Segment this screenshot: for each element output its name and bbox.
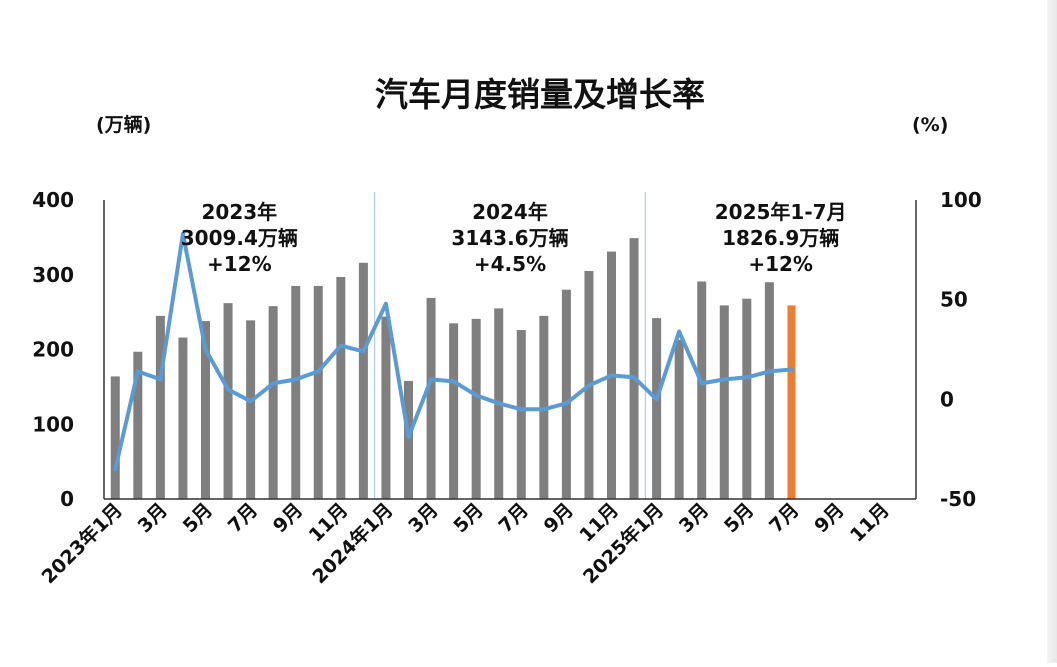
x-tick-4: 7月	[224, 499, 262, 537]
x-tick-10: 7月	[494, 499, 532, 537]
year-summary-2-line-2: 3143.6万辆	[451, 226, 568, 250]
x-tick-5: 9月	[269, 499, 307, 537]
right-tick-100: 100	[940, 188, 982, 212]
bar-6	[223, 303, 233, 499]
year-summary-1-line-1: 2023年	[201, 200, 277, 224]
year-summary-3-line-2: 1826.9万辆	[722, 226, 839, 250]
left-tick-200: 200	[32, 338, 74, 362]
bar-19	[516, 330, 526, 499]
bar-25	[652, 318, 662, 499]
bar-3	[155, 315, 165, 499]
year-summary-1-line-3: +12%	[207, 252, 272, 276]
bar-24	[629, 238, 639, 499]
right-axis-unit: (%)	[912, 114, 948, 136]
bar-7	[246, 320, 256, 499]
right-tick-0: 0	[940, 387, 954, 411]
bar-9	[291, 285, 301, 499]
bar-5	[201, 321, 210, 499]
x-tick-14: 3月	[675, 499, 713, 537]
x-tick-18: 11月	[846, 499, 894, 547]
bar-2	[133, 351, 143, 499]
growth-rate-line	[113, 231, 794, 472]
x-tick-1: 2023年1月	[37, 498, 127, 588]
bar-29	[742, 298, 752, 499]
x-tick-11: 9月	[540, 499, 578, 537]
bar-14	[404, 380, 413, 499]
x-tick-15: 5月	[720, 499, 758, 537]
year-summary-3-line-3: +12%	[748, 252, 813, 276]
bar-31	[787, 305, 796, 499]
bar-8	[268, 306, 278, 499]
chart-title: 汽车月度销量及增长率	[375, 75, 705, 114]
bar-16	[449, 323, 459, 499]
bar-26	[674, 339, 684, 499]
x-tick-9: 5月	[449, 499, 487, 537]
left-tick-300: 300	[32, 263, 74, 287]
left-tick-0: 0	[60, 487, 74, 511]
bar-1	[110, 376, 120, 499]
bar-10	[313, 285, 323, 499]
bar-11	[336, 276, 346, 499]
x-tick-8: 3月	[404, 499, 442, 537]
right-tick-50: 50	[940, 288, 968, 312]
left-axis-unit: (万辆)	[96, 113, 151, 136]
bar-17	[471, 318, 481, 499]
year-summary-1-line-2: 3009.4万辆	[181, 226, 298, 250]
year-summary-2-line-3: +4.5%	[474, 252, 546, 276]
bar-12	[358, 262, 368, 499]
year-summary-3-line-1: 2025年1-7月	[715, 200, 847, 224]
year-summary-2-line-1: 2024年	[472, 200, 548, 224]
bar-4	[178, 337, 188, 499]
x-tick-17: 9月	[810, 499, 848, 537]
x-tick-3: 5月	[179, 499, 217, 537]
bar-28	[719, 305, 729, 499]
x-tick-2: 3月	[134, 499, 172, 537]
right-tick--50: -50	[940, 487, 976, 511]
x-tick-16: 7月	[765, 499, 803, 537]
bar-30	[764, 282, 774, 499]
left-tick-400: 400	[32, 188, 74, 212]
left-tick-100: 100	[32, 412, 74, 436]
bar-21	[561, 289, 571, 499]
bar-15	[426, 297, 436, 499]
right-edge-shadow	[1047, 0, 1057, 663]
bar-13	[381, 316, 391, 499]
bar-27	[697, 281, 707, 499]
